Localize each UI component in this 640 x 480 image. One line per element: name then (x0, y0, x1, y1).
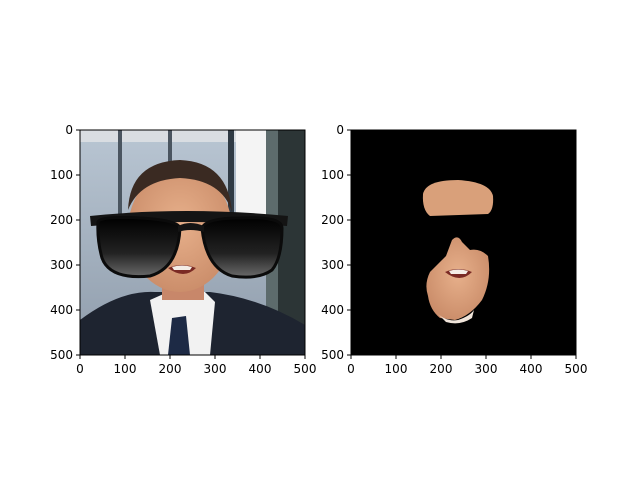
right-y-axis: 0 100 200 300 400 500 (321, 123, 351, 362)
y-tick-label: 500 (321, 348, 344, 362)
x-tick-label: 500 (565, 362, 588, 376)
y-tick-label: 0 (336, 123, 344, 137)
y-tick-label: 300 (50, 258, 73, 272)
x-tick-label: 400 (249, 362, 272, 376)
x-tick-label: 200 (430, 362, 453, 376)
left-x-axis: 0 100 200 300 400 500 (76, 355, 316, 376)
y-tick-label: 0 (65, 123, 73, 137)
y-tick-label: 300 (321, 258, 344, 272)
forehead-region (423, 180, 493, 216)
x-tick-label: 400 (520, 362, 543, 376)
x-tick-label: 300 (204, 362, 227, 376)
x-tick-label: 0 (76, 362, 84, 376)
right-x-axis: 0 100 200 300 400 500 (347, 355, 587, 376)
y-tick-label: 500 (50, 348, 73, 362)
x-tick-label: 300 (475, 362, 498, 376)
y-tick-label: 100 (321, 168, 344, 182)
y-tick-label: 400 (50, 303, 73, 317)
x-tick-label: 100 (385, 362, 408, 376)
x-tick-label: 200 (159, 362, 182, 376)
y-tick-label: 200 (50, 213, 73, 227)
y-tick-label: 100 (50, 168, 73, 182)
y-tick-label: 200 (321, 213, 344, 227)
x-tick-label: 0 (347, 362, 355, 376)
left-image-panel: 0 100 200 300 400 500 0 100 200 300 400 500 (50, 123, 316, 376)
right-image-panel: 0 100 200 300 400 500 0 100 200 300 400 500 (321, 123, 587, 376)
left-y-axis: 0 100 200 300 400 500 (50, 123, 80, 362)
x-tick-label: 100 (114, 362, 137, 376)
y-tick-label: 400 (321, 303, 344, 317)
x-tick-label: 500 (294, 362, 317, 376)
